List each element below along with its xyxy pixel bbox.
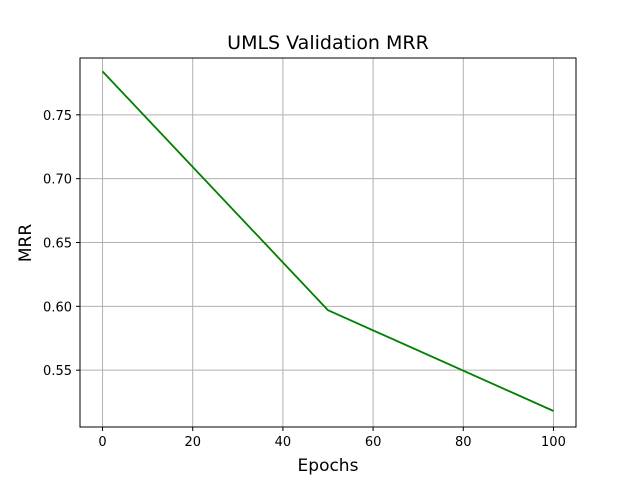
series-line [101,70,554,412]
x-tick-label: 0 [98,435,106,450]
y-tick-label: 0.75 [43,109,72,124]
x-axis-ticks: 0 20 40 60 80 100 [98,427,566,450]
series-layer [101,70,554,412]
y-axis-ticks: 0.55 0.60 0.65 0.70 0.75 [43,109,80,379]
x-tick-label: 100 [541,435,566,450]
x-tick-label: 20 [184,435,201,450]
x-axis-label: Epochs [298,456,359,476]
y-tick-label: 0.55 [43,364,72,379]
y-tick-label: 0.70 [43,173,72,188]
x-tick-label: 80 [455,435,472,450]
x-tick-label: 40 [275,435,292,450]
y-tick-label: 0.65 [43,237,72,252]
x-tick-label: 60 [365,435,382,450]
chart-title: UMLS Validation MRR [227,32,429,54]
y-tick-label: 0.60 [43,300,72,315]
grid-lines [80,58,576,427]
y-axis-label: MRR [16,224,36,262]
